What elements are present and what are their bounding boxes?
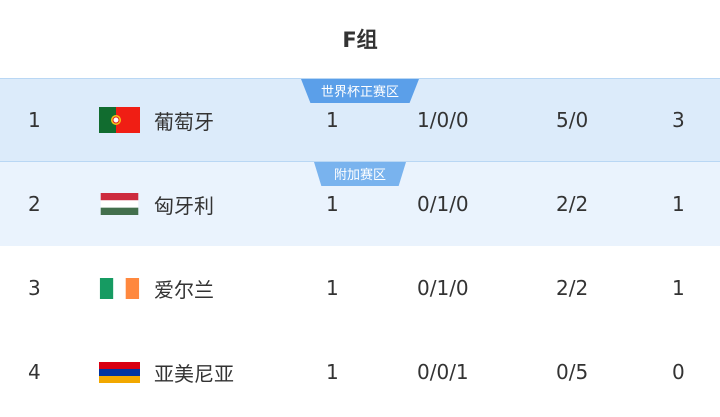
group-title: F组 bbox=[342, 28, 378, 52]
team-name[interactable]: 爱尔兰 bbox=[154, 277, 214, 302]
played: 1 bbox=[326, 108, 339, 132]
goals: 2/2 bbox=[556, 192, 589, 216]
portugal-flag-icon bbox=[99, 107, 140, 133]
goals: 0/5 bbox=[556, 360, 589, 384]
played: 1 bbox=[326, 192, 339, 216]
played: 1 bbox=[326, 276, 339, 300]
hungary-flag-icon bbox=[100, 193, 139, 215]
table-row[interactable]: 4 亚美尼亚 1 0/0/1 0/5 0 bbox=[0, 330, 720, 414]
rank: 4 bbox=[28, 360, 41, 384]
win-draw-loss: 0/0/1 bbox=[417, 360, 469, 384]
points: 0 bbox=[672, 360, 685, 384]
points: 1 bbox=[672, 276, 685, 300]
table-row[interactable]: 世界杯正赛区 1 葡萄牙 1 1/0/0 5/0 3 bbox=[0, 78, 720, 162]
ireland-flag-icon bbox=[99, 277, 140, 299]
played: 1 bbox=[326, 360, 339, 384]
win-draw-loss: 0/1/0 bbox=[417, 276, 469, 300]
table-row[interactable]: 3 爱尔兰 1 0/1/0 2/2 1 bbox=[0, 246, 720, 330]
points: 3 bbox=[672, 108, 685, 132]
rank: 3 bbox=[28, 276, 41, 300]
team-name[interactable]: 葡萄牙 bbox=[154, 109, 214, 134]
rank: 2 bbox=[28, 192, 41, 216]
team-name[interactable]: 匈牙利 bbox=[154, 193, 214, 218]
goals: 2/2 bbox=[556, 276, 589, 300]
goals: 5/0 bbox=[556, 108, 589, 132]
win-draw-loss: 0/1/0 bbox=[417, 192, 469, 216]
zone-badge: 附加赛区 bbox=[313, 162, 407, 186]
points: 1 bbox=[672, 192, 685, 216]
table-row[interactable]: 附加赛区 2 匈牙利 1 0/1/0 2/2 1 bbox=[0, 162, 720, 246]
win-draw-loss: 1/0/0 bbox=[417, 108, 469, 132]
zone-badge: 世界杯正赛区 bbox=[300, 79, 420, 103]
armenia-flag-icon bbox=[99, 361, 140, 383]
team-name[interactable]: 亚美尼亚 bbox=[154, 361, 234, 386]
rank: 1 bbox=[28, 108, 41, 132]
